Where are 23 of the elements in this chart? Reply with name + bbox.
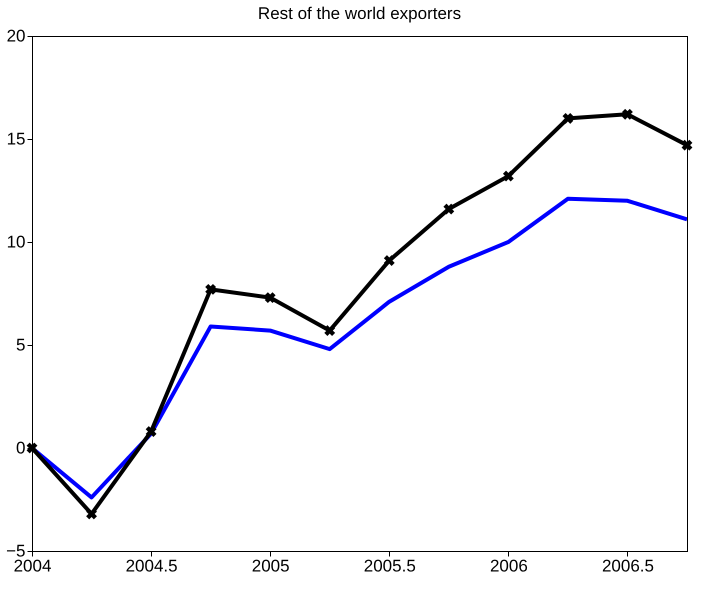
y-tick-label: 15 bbox=[6, 130, 26, 148]
point bbox=[146, 426, 157, 437]
point bbox=[324, 325, 336, 336]
chart-title: Rest of the world exporters bbox=[258, 4, 462, 23]
x-tick-label: 2005.5 bbox=[364, 556, 416, 576]
point bbox=[443, 204, 454, 214]
x-tick-label: 2005 bbox=[252, 556, 290, 576]
x-tick-label: 2006.5 bbox=[602, 556, 654, 576]
point bbox=[622, 108, 633, 120]
point bbox=[682, 140, 692, 151]
point bbox=[502, 170, 514, 182]
point bbox=[86, 508, 97, 520]
x-tick-label: 2006 bbox=[490, 556, 528, 576]
point bbox=[264, 292, 276, 304]
y-tick-label: 0 bbox=[16, 438, 26, 458]
point bbox=[384, 255, 395, 266]
point bbox=[26, 442, 38, 454]
x-tick-label: 2004.5 bbox=[126, 556, 178, 576]
y-tick-label: 10 bbox=[6, 232, 26, 252]
point bbox=[205, 284, 216, 295]
point bbox=[562, 112, 574, 124]
y-tick-label: 5 bbox=[16, 336, 26, 354]
y-tick-label: 20 bbox=[6, 26, 26, 46]
